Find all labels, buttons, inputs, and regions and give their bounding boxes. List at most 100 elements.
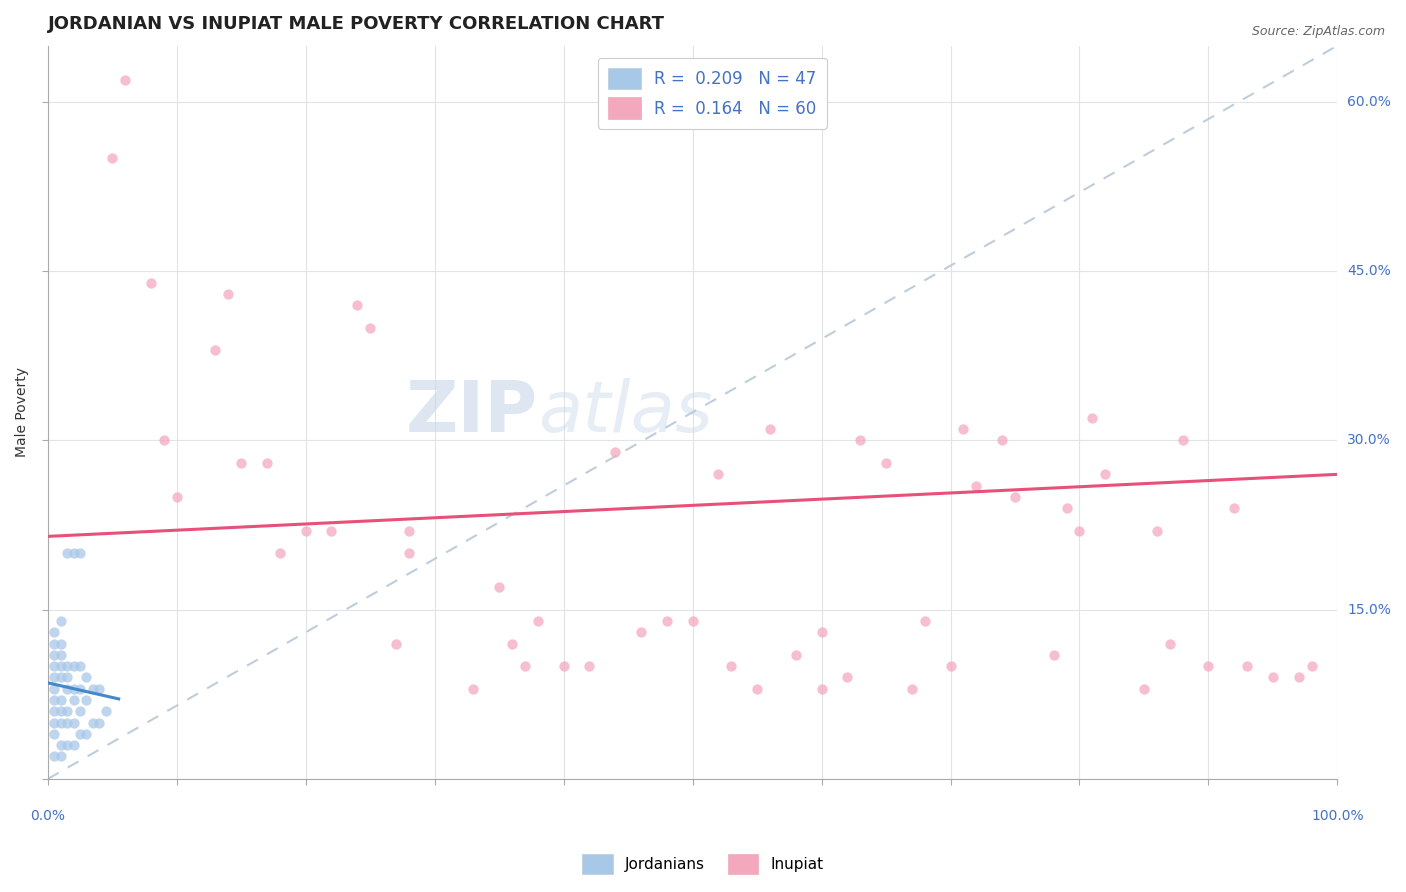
Point [720,659,742,673]
Point [139,276,162,290]
Point [785,648,807,662]
Point [153,434,176,448]
Text: ZIP: ZIP [405,378,538,447]
Point [82,715,104,730]
Text: Source: ZipAtlas.com: Source: ZipAtlas.com [1251,25,1385,38]
Point [939,659,962,673]
Point [69,681,91,696]
Point [114,72,136,87]
Point [294,524,316,538]
Point [49,659,72,673]
Point [513,659,536,673]
Point [56,681,79,696]
Point [44,693,66,707]
Point [44,670,66,684]
Text: 30.0%: 30.0% [1347,434,1391,448]
Point [56,659,79,673]
Point [398,524,420,538]
Point [62,693,84,707]
Point [89,681,111,696]
Point [217,286,239,301]
Point [810,625,832,640]
Point [49,636,72,650]
Legend: Jordanians, Inupiat: Jordanians, Inupiat [576,848,830,880]
Point [82,681,104,696]
Point [49,670,72,684]
Point [69,546,91,560]
Point [759,422,782,436]
Point [44,681,66,696]
Point [62,681,84,696]
Y-axis label: Male Poverty: Male Poverty [15,368,30,458]
Point [49,614,72,628]
Point [166,490,188,504]
Point [204,343,226,358]
Text: 100.0%: 100.0% [1310,809,1364,823]
Point [56,704,79,718]
Point [1159,636,1181,650]
Point [1301,659,1323,673]
Point [1171,434,1194,448]
Legend: R =  0.209   N = 47, R =  0.164   N = 60: R = 0.209 N = 47, R = 0.164 N = 60 [598,58,827,128]
Point [44,636,66,650]
Point [69,704,91,718]
Point [1146,524,1168,538]
Point [359,320,381,334]
Point [49,715,72,730]
Point [1069,524,1091,538]
Point [463,681,485,696]
Point [44,749,66,764]
Point [69,727,91,741]
Point [501,636,523,650]
Point [69,659,91,673]
Point [527,614,550,628]
Point [321,524,343,538]
Point [630,625,652,640]
Point [553,659,575,673]
Point [89,715,111,730]
Point [488,580,510,594]
Point [952,422,974,436]
Point [1288,670,1310,684]
Point [1197,659,1219,673]
Point [914,614,936,628]
Point [49,704,72,718]
Point [346,298,368,312]
Point [385,636,408,650]
Point [56,546,79,560]
Text: 45.0%: 45.0% [1347,264,1391,278]
Point [75,670,97,684]
Text: 0.0%: 0.0% [31,809,65,823]
Text: atlas: atlas [538,378,713,447]
Point [1236,659,1258,673]
Text: 15.0%: 15.0% [1347,603,1391,616]
Point [49,648,72,662]
Point [398,546,420,560]
Point [49,749,72,764]
Point [269,546,291,560]
Point [62,738,84,752]
Point [810,681,832,696]
Point [655,614,678,628]
Point [62,715,84,730]
Point [849,434,872,448]
Point [1042,648,1064,662]
Point [1004,490,1026,504]
Point [1261,670,1284,684]
Point [44,659,66,673]
Point [1223,501,1246,516]
Point [44,727,66,741]
Point [49,738,72,752]
Point [75,693,97,707]
Point [231,456,253,470]
Point [707,467,730,482]
Text: JORDANIAN VS INUPIAT MALE POVERTY CORRELATION CHART: JORDANIAN VS INUPIAT MALE POVERTY CORREL… [48,15,665,33]
Text: 60.0%: 60.0% [1347,95,1391,109]
Point [56,670,79,684]
Point [49,693,72,707]
Point [605,444,627,458]
Point [256,456,278,470]
Point [1094,467,1116,482]
Point [875,456,897,470]
Point [578,659,600,673]
